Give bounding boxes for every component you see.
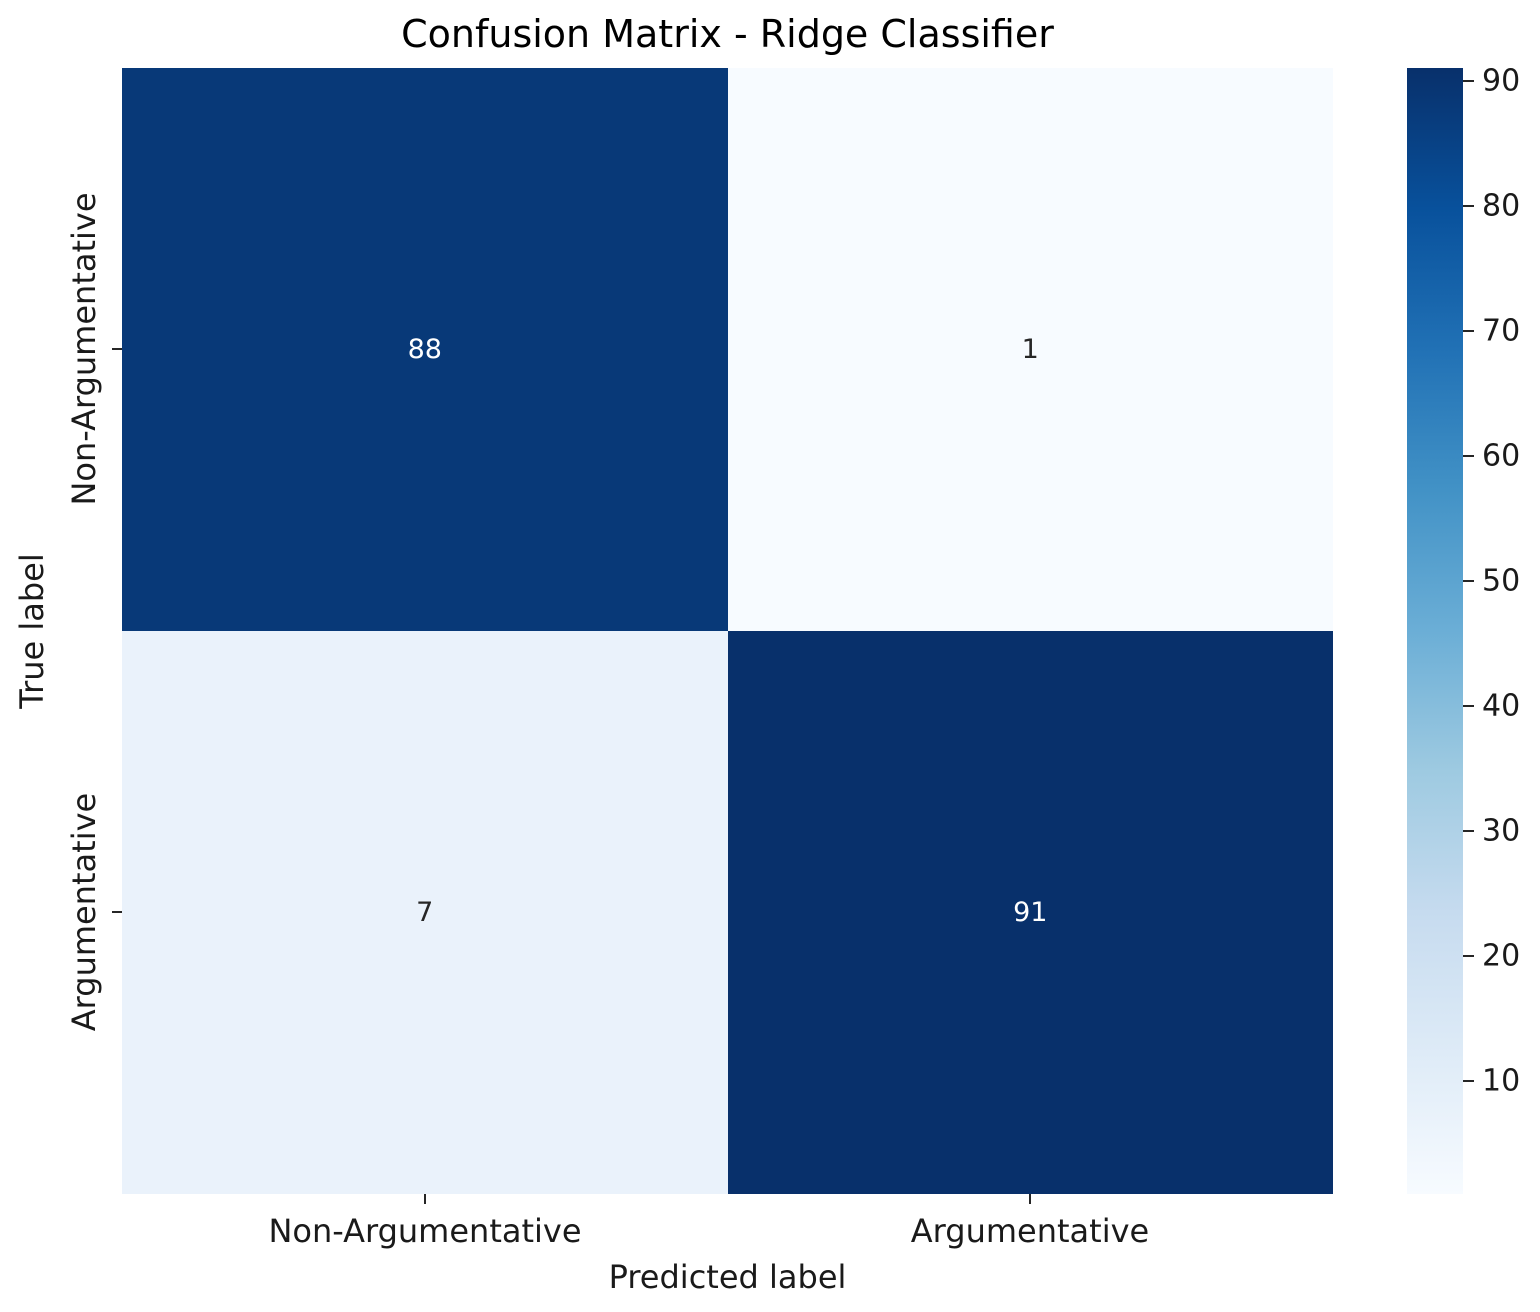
colorbar-tick-label: 30 (1482, 813, 1521, 849)
cell-value: 88 (407, 334, 442, 365)
colorbar-tick-label: 90 (1482, 63, 1521, 98)
y-tick-label-argumentative: Argumentative (65, 792, 103, 1032)
colorbar-tick-label: 50 (1482, 563, 1521, 599)
x-tick-mark (1029, 1194, 1031, 1204)
colorbar (1407, 68, 1463, 1194)
colorbar-tick-mark (1463, 1080, 1474, 1083)
colorbar-tick-label: 10 (1482, 1063, 1521, 1099)
colorbar-tick-label: 80 (1482, 188, 1521, 224)
cell-value: 7 (416, 897, 434, 928)
colorbar-tick-mark (1463, 579, 1474, 582)
x-tick-mark (424, 1194, 426, 1204)
colorbar-tick-mark (1463, 955, 1474, 958)
heatmap-cell-false-neg: 7 (122, 631, 728, 1194)
colorbar-tick-mark (1463, 79, 1474, 82)
colorbar-tick-mark (1463, 830, 1474, 833)
colorbar-tick-mark (1463, 329, 1474, 332)
heatmap-cell-true-neg: 88 (122, 68, 728, 631)
colorbar-tick-label: 60 (1482, 438, 1521, 474)
colorbar-tick-mark (1463, 454, 1474, 457)
y-tick-mark (112, 348, 122, 350)
colorbar-tick-label: 20 (1482, 938, 1521, 974)
colorbar-tick-label: 40 (1482, 688, 1521, 724)
colorbar-ticks: 10 20 30 40 50 60 70 80 90 (1463, 63, 1540, 1194)
x-tick-label-argumentative: Argumentative (910, 1212, 1150, 1250)
x-axis-label: Predicted label (608, 1258, 847, 1296)
cell-value: 1 (1021, 334, 1039, 365)
colorbar-tick-mark (1463, 204, 1474, 207)
x-tick-label-non-argumentative: Non-Argumentative (268, 1212, 582, 1250)
y-tick-mark (112, 911, 122, 913)
cell-value: 91 (1013, 897, 1048, 928)
y-axis-label: True label (13, 553, 51, 709)
colorbar-tick-label: 70 (1482, 313, 1521, 349)
chart-title: Confusion Matrix - Ridge Classifier (401, 12, 1054, 56)
heatmap-cell-true-pos: 91 (727, 631, 1333, 1194)
y-tick-label-non-argumentative: Non-Argumentative (65, 192, 103, 506)
colorbar-gradient (1407, 68, 1463, 1194)
heatmap-cell-false-pos: 1 (727, 68, 1333, 631)
heatmap-plot: 88 1 7 91 (122, 68, 1333, 1194)
colorbar-tick-mark (1463, 705, 1474, 708)
